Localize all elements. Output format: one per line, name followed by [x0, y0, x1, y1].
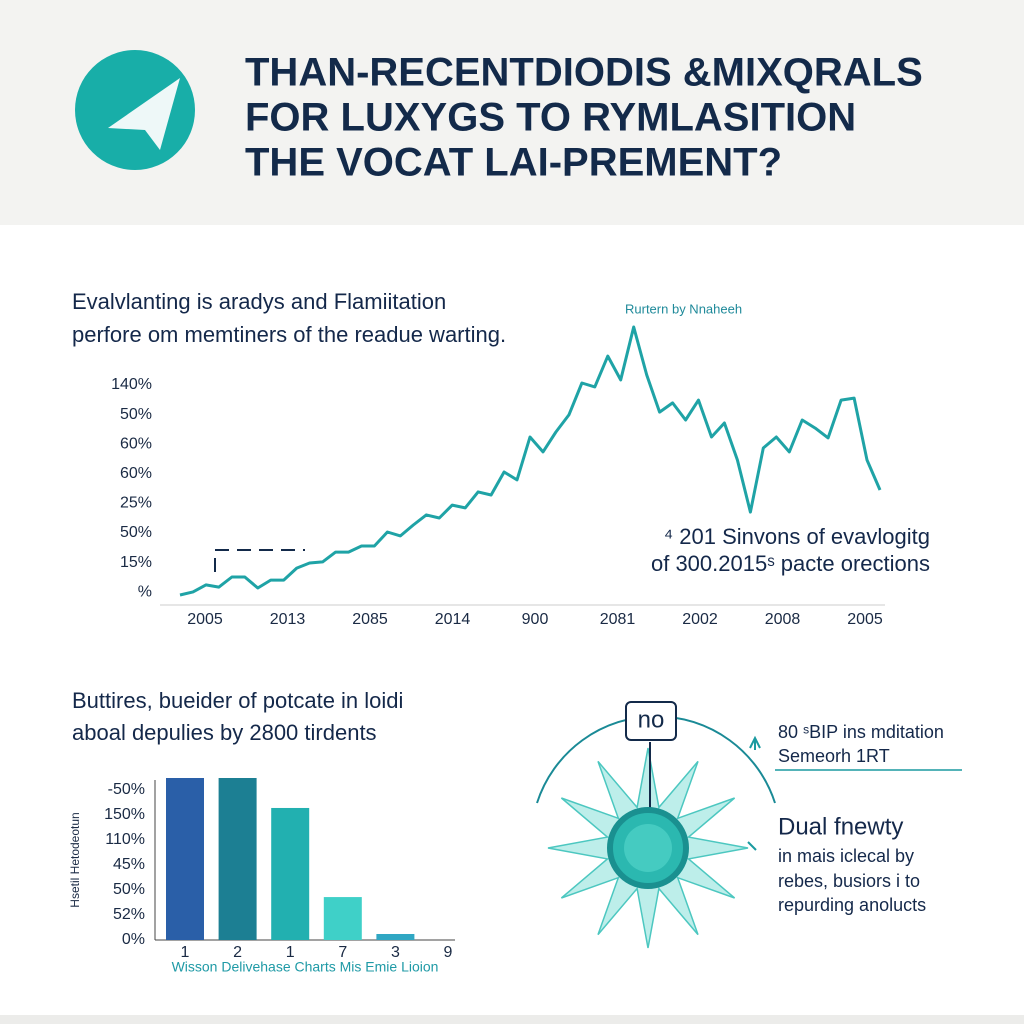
title: THAN-RECENTDIODIS &MIXQRALS: [245, 51, 923, 95]
y-tick-label: 15%: [120, 554, 152, 571]
bubble-box: [625, 701, 677, 741]
arrow: [747, 841, 757, 851]
x-tick-label: 2002: [682, 611, 718, 628]
note: Semeorh 1RT: [778, 746, 890, 766]
y-tick-label: 50%: [120, 524, 152, 541]
title: THE VOCAT LAI-PREMENT?: [245, 141, 782, 185]
title: FOR LUXYGS TO RYMLASITION: [245, 96, 856, 140]
y-tick-label: 25%: [120, 495, 152, 512]
x-tick-label: 2005: [187, 611, 223, 628]
subtitle: Evalvlanting is aradys and Flamiitation: [72, 289, 446, 314]
subtitle: perfore om memtiners of the readue warti…: [72, 322, 506, 347]
y-tick-label: 140%: [111, 376, 152, 393]
x-tick-label: 2008: [765, 611, 801, 628]
arrow: [749, 735, 761, 750]
y-tick-label: 60%: [120, 465, 152, 482]
subtitle: Buttires, bueider of potcate in loidi: [72, 688, 403, 713]
y-tick-label: 45%: [113, 856, 145, 873]
core-inner: [624, 824, 672, 872]
x-tick-label: 1: [181, 944, 190, 961]
x-tick-label: 2085: [352, 611, 388, 628]
annotation: of 300.2015ˢ pacte orections: [651, 551, 930, 576]
body: rebes, busiors i to: [778, 871, 920, 891]
note: 80 ˢBIP ins mditation: [778, 722, 944, 742]
bar: [218, 778, 257, 940]
y-tick-label: 110%: [105, 831, 145, 848]
y-tick-label: 0%: [122, 931, 145, 948]
x-tick-label: 2013: [270, 611, 306, 628]
x-tick-label: 7: [338, 944, 347, 961]
heading: Dual fnewty: [778, 813, 903, 840]
line: [179, 325, 882, 597]
bar: [376, 934, 415, 940]
body: repurding anolucts: [778, 895, 926, 915]
x-tick-label: 2005: [847, 611, 883, 628]
y-tick-label: 60%: [120, 435, 152, 452]
y-tick-label: 52%: [113, 906, 145, 923]
x-tick-label: 9: [444, 944, 453, 961]
annotation: ⁴ 201 Sinvons of evavlogitg: [664, 524, 930, 549]
y-tick-label: %: [138, 583, 152, 600]
bracket: [214, 549, 305, 572]
legend: Rurtern by Nnaheeh: [625, 301, 742, 316]
y-tick-label: 50%: [113, 881, 145, 898]
bar: [323, 897, 362, 940]
bar: [166, 778, 204, 940]
x-tick-label: 3: [391, 944, 400, 961]
y-tick-label: 150%: [104, 806, 145, 823]
y-axis-label: Hsetil Hetodeotun: [68, 812, 82, 907]
logo-plane: [108, 78, 180, 150]
caption: Wisson Delivehase Charts Mis Emie Lioion: [172, 959, 439, 975]
x-tick-label: 1: [286, 944, 295, 961]
bubble: no: [638, 706, 665, 733]
x-tick-label: 2081: [600, 611, 636, 628]
body: in mais iclecal by: [778, 846, 914, 866]
y-tick-label: -50%: [108, 781, 145, 798]
x-tick-label: 900: [522, 611, 549, 628]
subtitle: aboal depulies by 2800 tirdents: [72, 720, 377, 745]
x-tick-label: 2: [233, 944, 242, 961]
x-tick-label: 2014: [435, 611, 471, 628]
footer-band: [0, 1015, 1024, 1024]
y-tick-label: 50%: [120, 406, 152, 423]
bar: [271, 807, 310, 940]
